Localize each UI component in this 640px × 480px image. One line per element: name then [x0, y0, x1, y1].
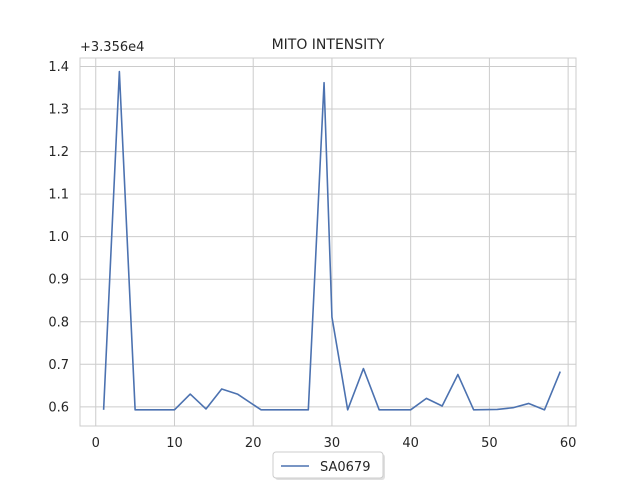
x-tick-label: 40	[402, 436, 419, 451]
y-tick-label: 1.4	[48, 60, 69, 75]
y-axis-ticks: 0.6 0.7 0.8 0.9 1.0 1.1 1.2 1.3 1.4	[48, 60, 69, 415]
grid	[80, 58, 576, 426]
y-offset-label: +3.356e4	[80, 40, 144, 55]
x-tick-label: 10	[166, 436, 183, 451]
x-tick-label: 20	[245, 436, 262, 451]
chart-title: MITO INTENSITY	[272, 37, 385, 53]
series-layer	[102, 70, 561, 411]
series-line-sa0679	[102, 70, 561, 411]
x-tick-label: 60	[560, 436, 577, 451]
y-tick-label: 1.1	[48, 188, 69, 203]
legend-label: SA0679	[320, 460, 370, 475]
y-tick-label: 0.8	[48, 315, 69, 330]
y-tick-label: 0.9	[48, 273, 69, 288]
y-tick-label: 1.2	[48, 145, 69, 160]
x-tick-label: 30	[324, 436, 341, 451]
plot-frame	[79, 57, 577, 427]
legend: SA0679	[272, 451, 385, 480]
x-axis-ticks: 0 10 20 30 40 50 60	[92, 436, 577, 451]
x-tick-label: 50	[481, 436, 498, 451]
legend-box	[272, 451, 384, 479]
y-tick-label: 0.6	[48, 400, 69, 415]
y-tick-label: 0.7	[48, 358, 69, 373]
y-tick-label: 1.0	[48, 230, 69, 245]
x-tick-label: 0	[92, 436, 100, 451]
y-tick-label: 1.3	[48, 103, 69, 118]
